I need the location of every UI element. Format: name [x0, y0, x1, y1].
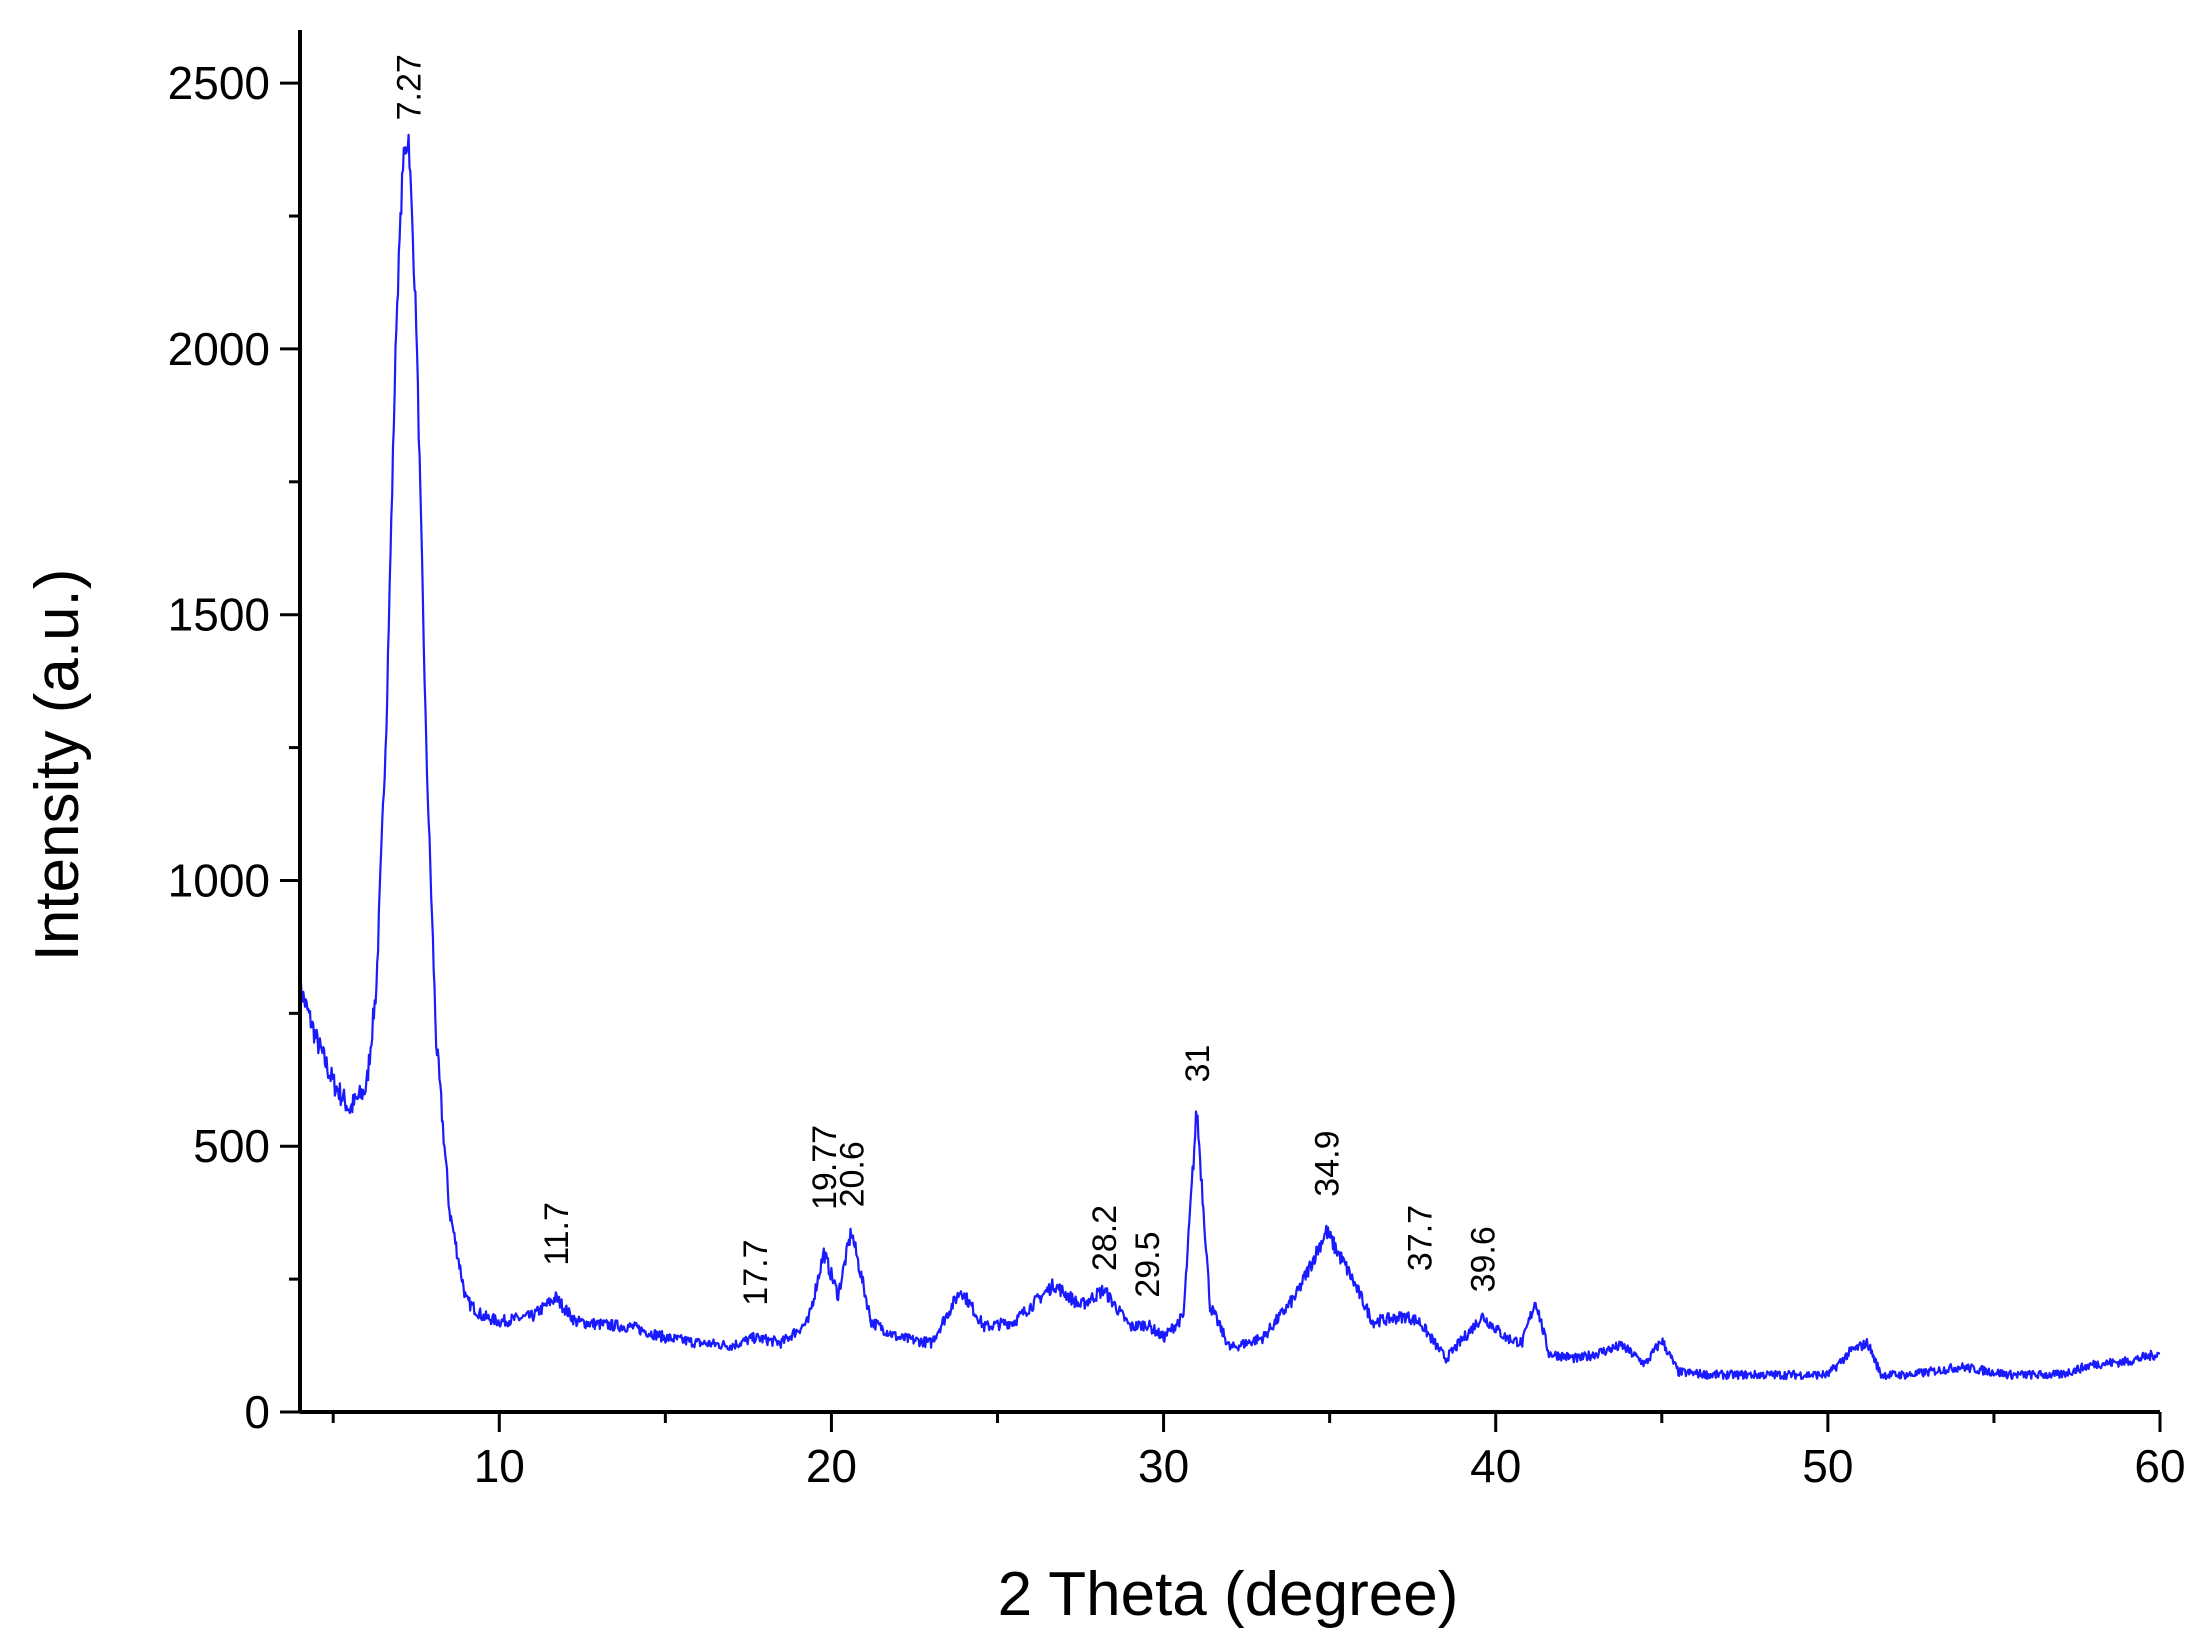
- peak-label: 11.7: [538, 1202, 576, 1266]
- axes-layer: [280, 30, 2162, 1432]
- series-layer: [298, 133, 2161, 1381]
- peak-label: 19.77: [806, 1125, 844, 1210]
- peak-label: 37.7: [1401, 1205, 1439, 1271]
- peak-label: 34.9: [1308, 1131, 1346, 1197]
- y-tick-label: 1500: [168, 589, 270, 641]
- x-tick-label: 10: [474, 1440, 525, 1492]
- x-tick-label: 50: [1802, 1440, 1853, 1492]
- peak-label: 28.2: [1086, 1205, 1124, 1271]
- y-tick-label: 1000: [168, 854, 270, 906]
- x-axis-title: 2 Theta (degree): [998, 1560, 1459, 1629]
- xrd-series-line: [298, 133, 2161, 1381]
- y-tick-label: 2000: [168, 323, 270, 375]
- x-tick-label: 60: [2134, 1440, 2185, 1492]
- x-tick-label: 40: [1470, 1440, 1521, 1492]
- x-tick-label: 30: [1138, 1440, 1189, 1492]
- peak-label: 29.5: [1129, 1232, 1167, 1298]
- y-tick-label: 0: [244, 1386, 270, 1438]
- peak-label: 39.6: [1464, 1226, 1502, 1292]
- peak-label: 7.27: [391, 54, 429, 120]
- tick-labels-layer: 10 20 30 40 50 60 0 500 1000 1500 2000 2500: [168, 57, 2186, 1492]
- peak-label: 31: [1179, 1045, 1217, 1083]
- peak-label: 20.6: [833, 1141, 871, 1207]
- y-tick-label: 2500: [168, 57, 270, 109]
- y-axis-title: Intensity (a.u.): [23, 569, 92, 962]
- y-tick-label: 500: [193, 1120, 270, 1172]
- x-tick-label: 20: [806, 1440, 857, 1492]
- peak-label: 17.7: [737, 1240, 775, 1306]
